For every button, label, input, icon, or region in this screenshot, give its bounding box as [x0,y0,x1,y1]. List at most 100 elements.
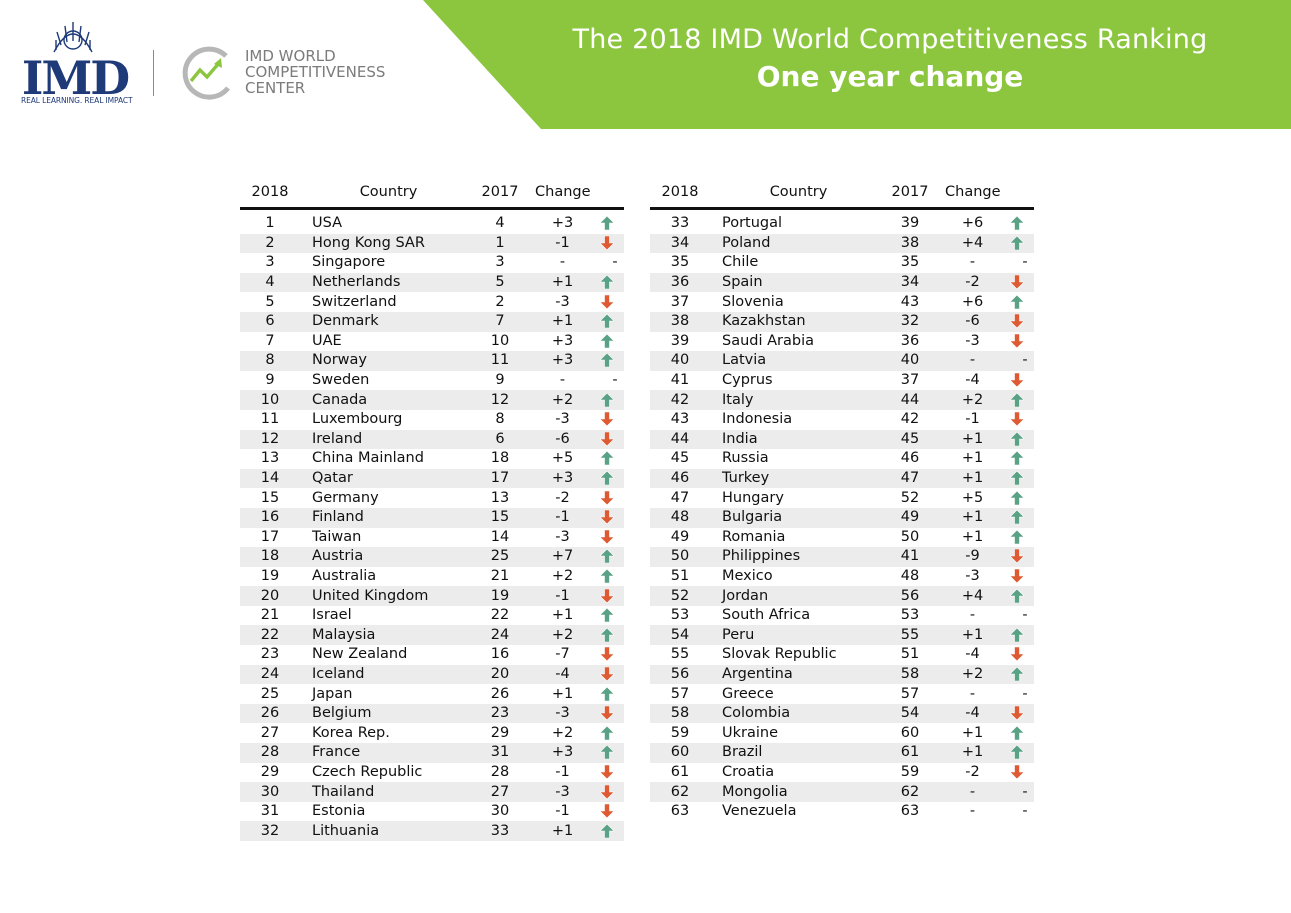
country-cell: United Kingdom [300,586,465,606]
ranking-table-right: 2018 Country 2017 Change 33 Portugal 39 +6 3… [650,177,1034,822]
no-change-dash: - [1022,803,1028,820]
table-row: 48 Bulgaria 49 +1 [650,507,1034,528]
arrow-up-icon [600,627,614,642]
rank-2017-cell: 58 [875,664,945,685]
country-cell: Peru [710,625,875,646]
table-row: 1 USA 4 +3 [240,214,624,234]
country-cell: Saudi Arabia [710,331,875,352]
change-indicator-cell [590,214,624,234]
rank-2018-cell: 47 [650,488,710,508]
imd-tagline: REAL LEARNING. REAL IMPACT [21,96,133,105]
arrow-up-icon [600,549,614,564]
country-cell: Norway [300,351,465,371]
rank-2017-cell: 6 [465,429,535,450]
table-row: 62 Mongolia 62- - [650,782,1034,802]
arrow-up-icon [600,745,614,760]
rank-2018-cell: 20 [240,586,300,606]
arrow-down-icon [600,764,614,779]
change-indicator-cell [590,645,624,665]
change-cell: -3 [535,703,590,724]
table-row: 32 Lithuania 33 +1 [240,821,624,841]
change-cell: -1 [945,409,1000,430]
change-cell: +1 [945,625,1000,646]
table-row: 46 Turkey 47 +1 [650,468,1034,489]
country-cell: USA [300,214,465,234]
rank-2018-cell: 3 [240,253,300,273]
rank-2018-cell: 30 [240,782,300,802]
table-row: 4 Netherlands 5 +1 [240,272,624,293]
change-indicator-cell [590,664,624,685]
change-cell: -6 [945,311,1000,332]
change-cell: +1 [535,605,590,626]
table-row: 58 Colombia 54 -4 [650,703,1034,724]
change-indicator-cell [1000,214,1034,234]
change-cell: +3 [535,468,590,489]
rank-2018-cell: 54 [650,625,710,646]
change-indicator-cell [590,566,624,587]
table-row: 8 Norway 11 +3 [240,351,624,371]
country-cell: China Mainland [300,449,465,469]
arrow-down-icon [600,706,614,721]
rank-2018-cell: 7 [240,331,300,352]
rank-2017-cell: 59 [875,762,945,783]
country-cell: Indonesia [710,409,875,430]
imd-logo-sunburst [53,22,93,53]
country-cell: South Africa [710,605,875,626]
change-cell: -3 [535,527,590,548]
table-row: 49 Romania 50 +1 [650,527,1034,548]
country-cell: Greece [710,684,875,704]
rank-2018-cell: 23 [240,645,300,665]
ranking-body-right: 33 Portugal 39 +6 34 Poland 38 +4 35 Chile 35- -36 S… [650,208,1034,822]
table-row: 47 Hungary 52 +5 [650,488,1034,508]
table-row: 12 Ireland 6 -6 [240,429,624,450]
country-cell: Turkey [710,468,875,489]
table-row: 30 Thailand 27 -3 [240,782,624,802]
green-banner-shape [423,0,1291,129]
table-row: 60 Brazil 61 +1 [650,743,1034,763]
table-row: 15 Germany 13 -2 [240,488,624,508]
rank-2017-cell: 9 [465,370,535,391]
change-cell: - [945,684,1000,704]
rank-2018-cell: 56 [650,664,710,685]
rank-2017-cell: 26 [465,684,535,704]
change-indicator-cell [1000,625,1034,646]
rank-2017-cell: 56 [875,586,945,606]
header-rank-2018: 2018 [240,177,300,210]
arrow-down-icon [1010,412,1024,427]
change-indicator-cell [590,821,624,841]
rank-2017-cell: 16 [465,645,535,665]
no-change-dash: - [1022,607,1028,624]
table-row: 13 China Mainland 18 +5 [240,449,624,469]
table-row: 35 Chile 35- - [650,253,1034,273]
table-row: 52 Jordan 56 +4 [650,586,1034,606]
change-indicator-cell: - [1000,253,1034,273]
country-cell: Romania [710,527,875,548]
rank-2018-cell: 38 [650,311,710,332]
rank-2018-cell: 18 [240,547,300,567]
change-cell: - [945,782,1000,802]
page-title: The 2018 IMD World Competitiveness Ranki… [572,24,1208,55]
no-change-dash: - [612,254,618,271]
change-cell: +3 [535,743,590,763]
table-row: 11 Luxembourg 8 -3 [240,409,624,430]
change-indicator-cell [1000,311,1034,332]
table-row: 14 Qatar 17 +3 [240,468,624,489]
rank-2017-cell: 38 [875,233,945,254]
rank-2018-cell: 27 [240,723,300,744]
country-cell: Portugal [710,214,875,234]
country-cell: Jordan [710,586,875,606]
change-indicator-cell [590,449,624,469]
change-cell: +2 [535,566,590,587]
change-cell: -1 [535,586,590,606]
arrow-up-icon [600,333,614,348]
header-rank-2018: 2018 [650,177,710,210]
change-cell: +1 [535,684,590,704]
rank-2017-cell: 36 [875,331,945,352]
rank-2017-cell: 23 [465,703,535,724]
rank-2017-cell: 15 [465,507,535,528]
change-indicator-cell [590,507,624,528]
country-cell: Mongolia [710,782,875,802]
change-indicator-cell [590,684,624,704]
arrow-down-icon [600,529,614,544]
imd-logo-text: IMD [22,51,128,105]
